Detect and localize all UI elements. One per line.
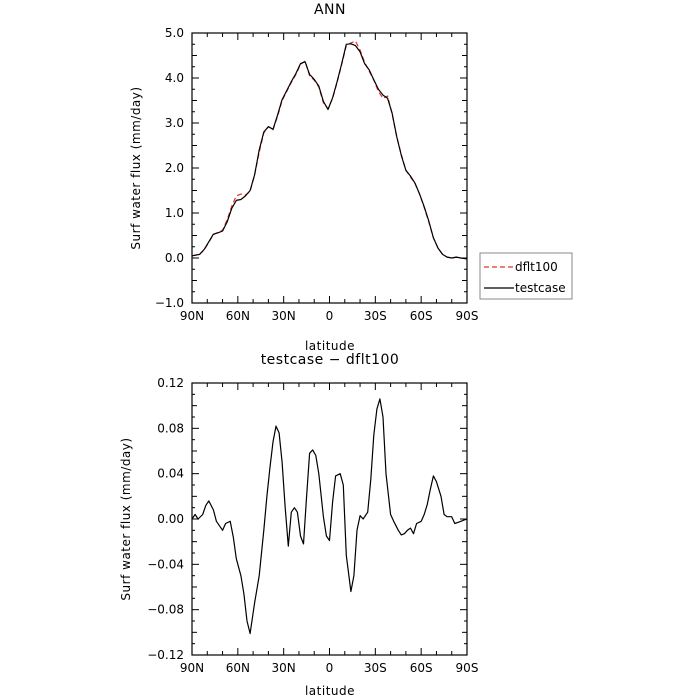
bottom-y-tick-label: −0.04 [147, 557, 184, 571]
top-x-tick-label: 30S [364, 309, 387, 323]
top-series-line-testcase [191, 43, 468, 260]
top-y-tick-label: 0.0 [165, 251, 184, 265]
legend-label-testcase: testcase [515, 281, 566, 295]
bottom-y-axis-label: Surf water flux (mm/day) [119, 437, 133, 600]
top-y-tick-label: 5.0 [165, 26, 184, 40]
bottom-x-tick-label: 30S [364, 661, 387, 675]
top-y-tick-label: 4.0 [165, 71, 184, 85]
bottom-y-tick-label: 0.12 [157, 376, 184, 390]
bottom-x-ticks: 90N 60N 30N 0 30S 60S 90S [180, 383, 479, 675]
bottom-y-tick-label: 0.08 [157, 421, 184, 435]
top-series-group [191, 40, 468, 260]
bottom-x-tick-label: 90N [180, 661, 204, 675]
top-x-tick-label: 60S [410, 309, 433, 323]
bottom-x-tick-label: 60S [410, 661, 433, 675]
bottom-x-tick-label: 60N [226, 661, 250, 675]
top-x-tick-label: 90S [456, 309, 479, 323]
bottom-x-tick-label: 30N [272, 661, 296, 675]
bottom-y-tick-label: −0.12 [147, 648, 184, 662]
top-y-tick-label: 3.0 [165, 116, 184, 130]
top-x-ticks: 90N 60N 30N 0 30S 60S 90S [180, 33, 479, 323]
top-x-tick-label: 90N [180, 309, 204, 323]
bottom-y-ticks: −0.12 −0.08 −0.04 0.00 0.04 0.08 0.12 [147, 376, 467, 662]
top-y-tick-label: −1.0 [155, 296, 184, 310]
bottom-x-tick-label: 90S [456, 661, 479, 675]
bottom-series-group [191, 398, 468, 635]
top-panel-title: ANN [314, 2, 346, 18]
top-y-tick-label: 1.0 [165, 206, 184, 220]
bottom-y-tick-label: −0.08 [147, 603, 184, 617]
top-x-tick-label: 60N [226, 309, 250, 323]
bottom-y-tick-label: 0.04 [157, 467, 184, 481]
bottom-panel-title: testcase − dflt100 [261, 352, 400, 368]
top-y-ticks: −1.0 0.0 1.0 2.0 3.0 4.0 5.0 [155, 26, 467, 310]
top-x-axis-label: latitude [305, 339, 355, 353]
top-panel: ANN 90N 60N 30N 0 30S 60S 90S −1.0 0.0 1.0 2.0 3.0… [129, 2, 573, 353]
bottom-panel: testcase − dflt100 90N 60N 30N 0 30S 60S 90S −… [119, 352, 478, 698]
top-x-tick-label: 0 [326, 309, 334, 323]
bottom-x-tick-label: 0 [326, 661, 334, 675]
legend-label-dflt100: dflt100 [515, 260, 558, 274]
bottom-y-tick-label: 0.00 [157, 512, 184, 526]
bottom-x-axis-label: latitude [305, 684, 355, 698]
legend: dflt100 testcase [479, 252, 573, 300]
top-x-tick-label: 30N [272, 309, 296, 323]
top-y-tick-label: 2.0 [165, 161, 184, 175]
legend-box [479, 252, 573, 300]
bottom-series-line-series-0 [191, 398, 468, 635]
top-y-axis-label: Surf water flux (mm/day) [129, 86, 143, 249]
